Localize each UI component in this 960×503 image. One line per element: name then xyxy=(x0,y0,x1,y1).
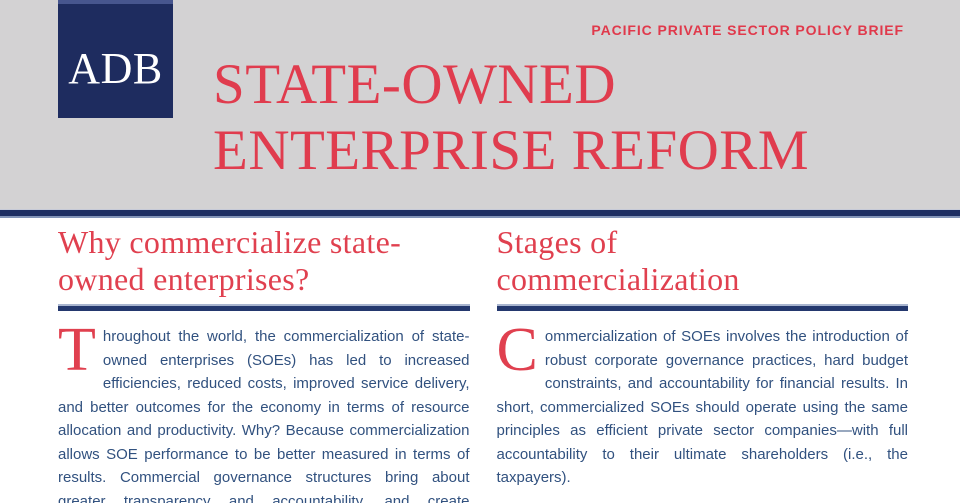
left-drop-cap: T xyxy=(58,316,96,384)
adb-logo: ADB xyxy=(58,0,173,118)
left-column: Why commercialize state- owned enterpris… xyxy=(58,218,470,503)
series-kicker: PACIFIC PRIVATE SECTOR POLICY BRIEF xyxy=(591,22,904,38)
adb-logo-text: ADB xyxy=(68,43,163,93)
two-column-content: Why commercialize state- owned enterpris… xyxy=(0,218,960,503)
page-title-line-2: ENTERPRISE REFORM xyxy=(213,119,810,182)
right-paragraph-1-text: ommercialization of SOEs involves the in… xyxy=(496,328,909,486)
left-paragraph-1-text: hroughout the world, the commercializati… xyxy=(58,328,470,503)
left-section-heading: Why commercialize state- owned enterpris… xyxy=(58,224,470,298)
page-title: STATE-OWNED ENTERPRISE REFORM xyxy=(213,52,809,184)
right-heading-line-2: commercialization xyxy=(496,261,740,297)
header-band: ADB PACIFIC PRIVATE SECTOR POLICY BRIEF … xyxy=(0,0,960,209)
right-heading-rule xyxy=(496,304,908,311)
right-heading-line-1: Stages of xyxy=(496,224,618,260)
header-divider-rule xyxy=(0,209,960,218)
right-section-heading: Stages of commercialization xyxy=(497,224,909,298)
page-title-line-1: STATE-OWNED xyxy=(213,53,617,116)
left-heading-line-1: Why commercialize state- xyxy=(58,224,402,260)
left-heading-rule xyxy=(58,304,470,311)
left-heading-line-2: owned enterprises? xyxy=(58,261,310,297)
right-drop-cap: C xyxy=(496,316,538,384)
